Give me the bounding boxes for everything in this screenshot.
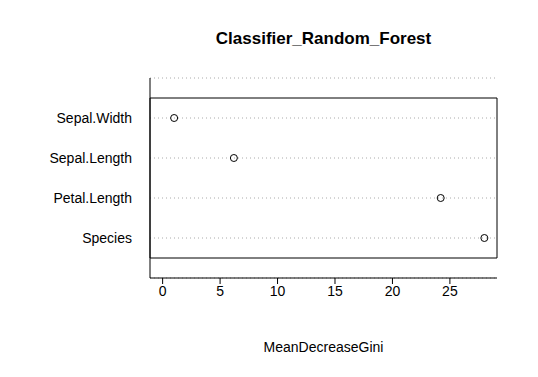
- svg-text:5: 5: [216, 283, 224, 299]
- svg-text:Sepal.Length: Sepal.Length: [49, 150, 132, 166]
- svg-text:Petal.Length: Petal.Length: [53, 190, 132, 206]
- svg-text:Sepal.Width: Sepal.Width: [57, 110, 132, 126]
- svg-text:0: 0: [159, 283, 167, 299]
- html-text:MeanDecreaseGini: MeanDecreaseGini: [263, 339, 384, 355]
- svg-text:20: 20: [385, 283, 401, 299]
- svg-text:10: 10: [270, 283, 286, 299]
- svg-text:25: 25: [442, 283, 458, 299]
- html-text:Classifier_Random_Forest: Classifier_Random_Forest: [215, 29, 432, 48]
- svg-text:15: 15: [327, 283, 343, 299]
- svg-text:Species: Species: [82, 230, 132, 246]
